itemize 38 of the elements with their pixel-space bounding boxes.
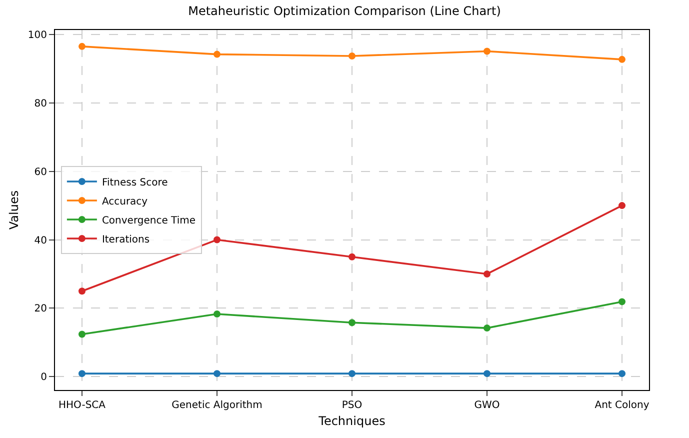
y-tick-label: 80 — [34, 98, 47, 110]
point — [348, 319, 356, 326]
point — [214, 310, 220, 318]
point — [484, 270, 490, 278]
point — [214, 50, 220, 58]
legend-label: Convergence Time — [102, 215, 196, 226]
point — [214, 236, 220, 244]
y-tick-label: 0 — [40, 372, 47, 384]
x-tick-label: Genetic Algorithm — [172, 400, 262, 411]
y-tick-label: 20 — [34, 304, 47, 315]
point — [484, 324, 490, 332]
point — [618, 202, 626, 210]
legend-label: Iterations — [102, 234, 150, 246]
point — [618, 370, 626, 378]
y-axis-title: Values — [7, 190, 22, 230]
point — [214, 370, 220, 378]
point — [484, 48, 490, 55]
legend-label: Accuracy — [102, 196, 148, 208]
point — [348, 253, 356, 260]
x-tick-label: GWO — [474, 400, 500, 411]
x-axis-title: Techniques — [318, 414, 386, 428]
x-tick-label: HHO-SCA — [58, 400, 106, 411]
y-tick-label: 60 — [34, 166, 47, 178]
point — [618, 298, 626, 306]
legend-label: Fitness Score — [102, 177, 168, 188]
point — [78, 370, 86, 378]
x-tick-label: PSO — [342, 400, 362, 411]
point — [484, 370, 490, 378]
y-tick-label: 40 — [34, 235, 47, 246]
point — [78, 330, 86, 338]
point — [618, 56, 626, 63]
chart-title: Metaheuristic Optimization Comparison (Line Chart) — [188, 4, 501, 18]
point — [78, 288, 86, 295]
y-tick-label: 100 — [28, 30, 47, 41]
x-tick-label: Ant Colony — [594, 400, 650, 411]
point — [348, 52, 356, 60]
point — [78, 42, 86, 50]
point — [348, 370, 356, 378]
